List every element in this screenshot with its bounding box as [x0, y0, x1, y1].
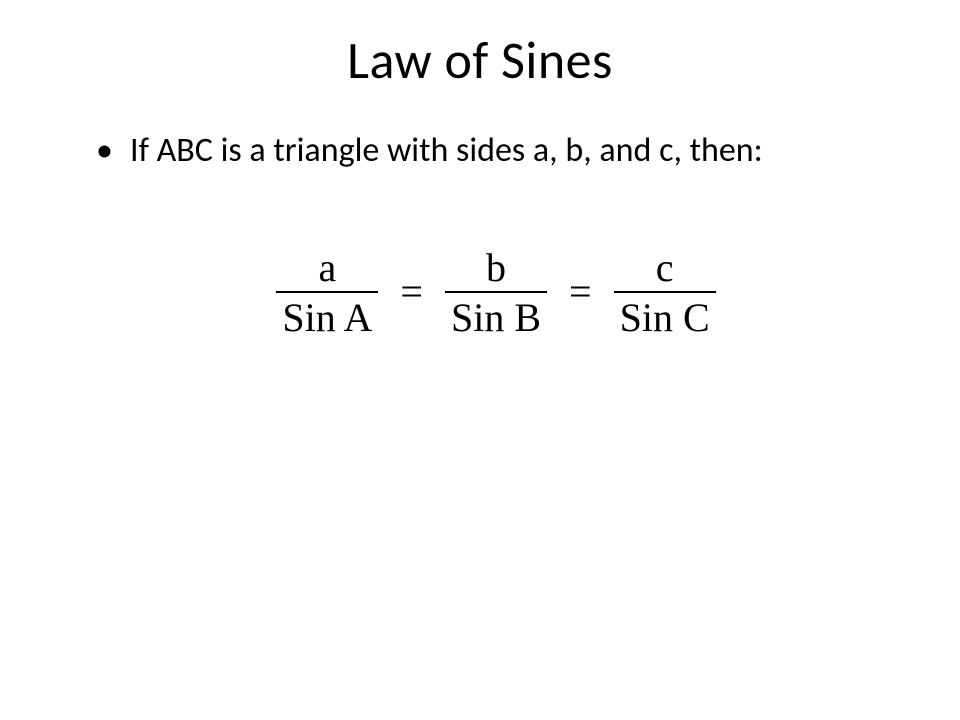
bullet-item: If ABC is a triangle with sides a, b, an… — [96, 130, 896, 173]
equals-sign: = — [569, 268, 592, 317]
law-of-sines-formula: a Sin A = b Sin B = c Sin C — [96, 247, 896, 339]
fraction-c-over-sin-c: c Sin C — [614, 247, 716, 339]
denominator: Sin B — [445, 291, 547, 339]
bullet-list: If ABC is a triangle with sides a, b, an… — [96, 130, 896, 173]
numerator: a — [313, 247, 343, 291]
slide: Law of Sines If ABC is a triangle with s… — [0, 0, 960, 720]
slide-title: Law of Sines — [0, 0, 960, 92]
slide-body: If ABC is a triangle with sides a, b, an… — [0, 92, 960, 339]
numerator: b — [480, 247, 512, 291]
denominator: Sin C — [614, 291, 716, 339]
fraction-a-over-sin-a: a Sin A — [276, 247, 378, 339]
fraction-b-over-sin-b: b Sin B — [445, 247, 547, 339]
denominator: Sin A — [276, 291, 378, 339]
numerator: c — [650, 247, 680, 291]
equals-sign: = — [400, 268, 423, 317]
